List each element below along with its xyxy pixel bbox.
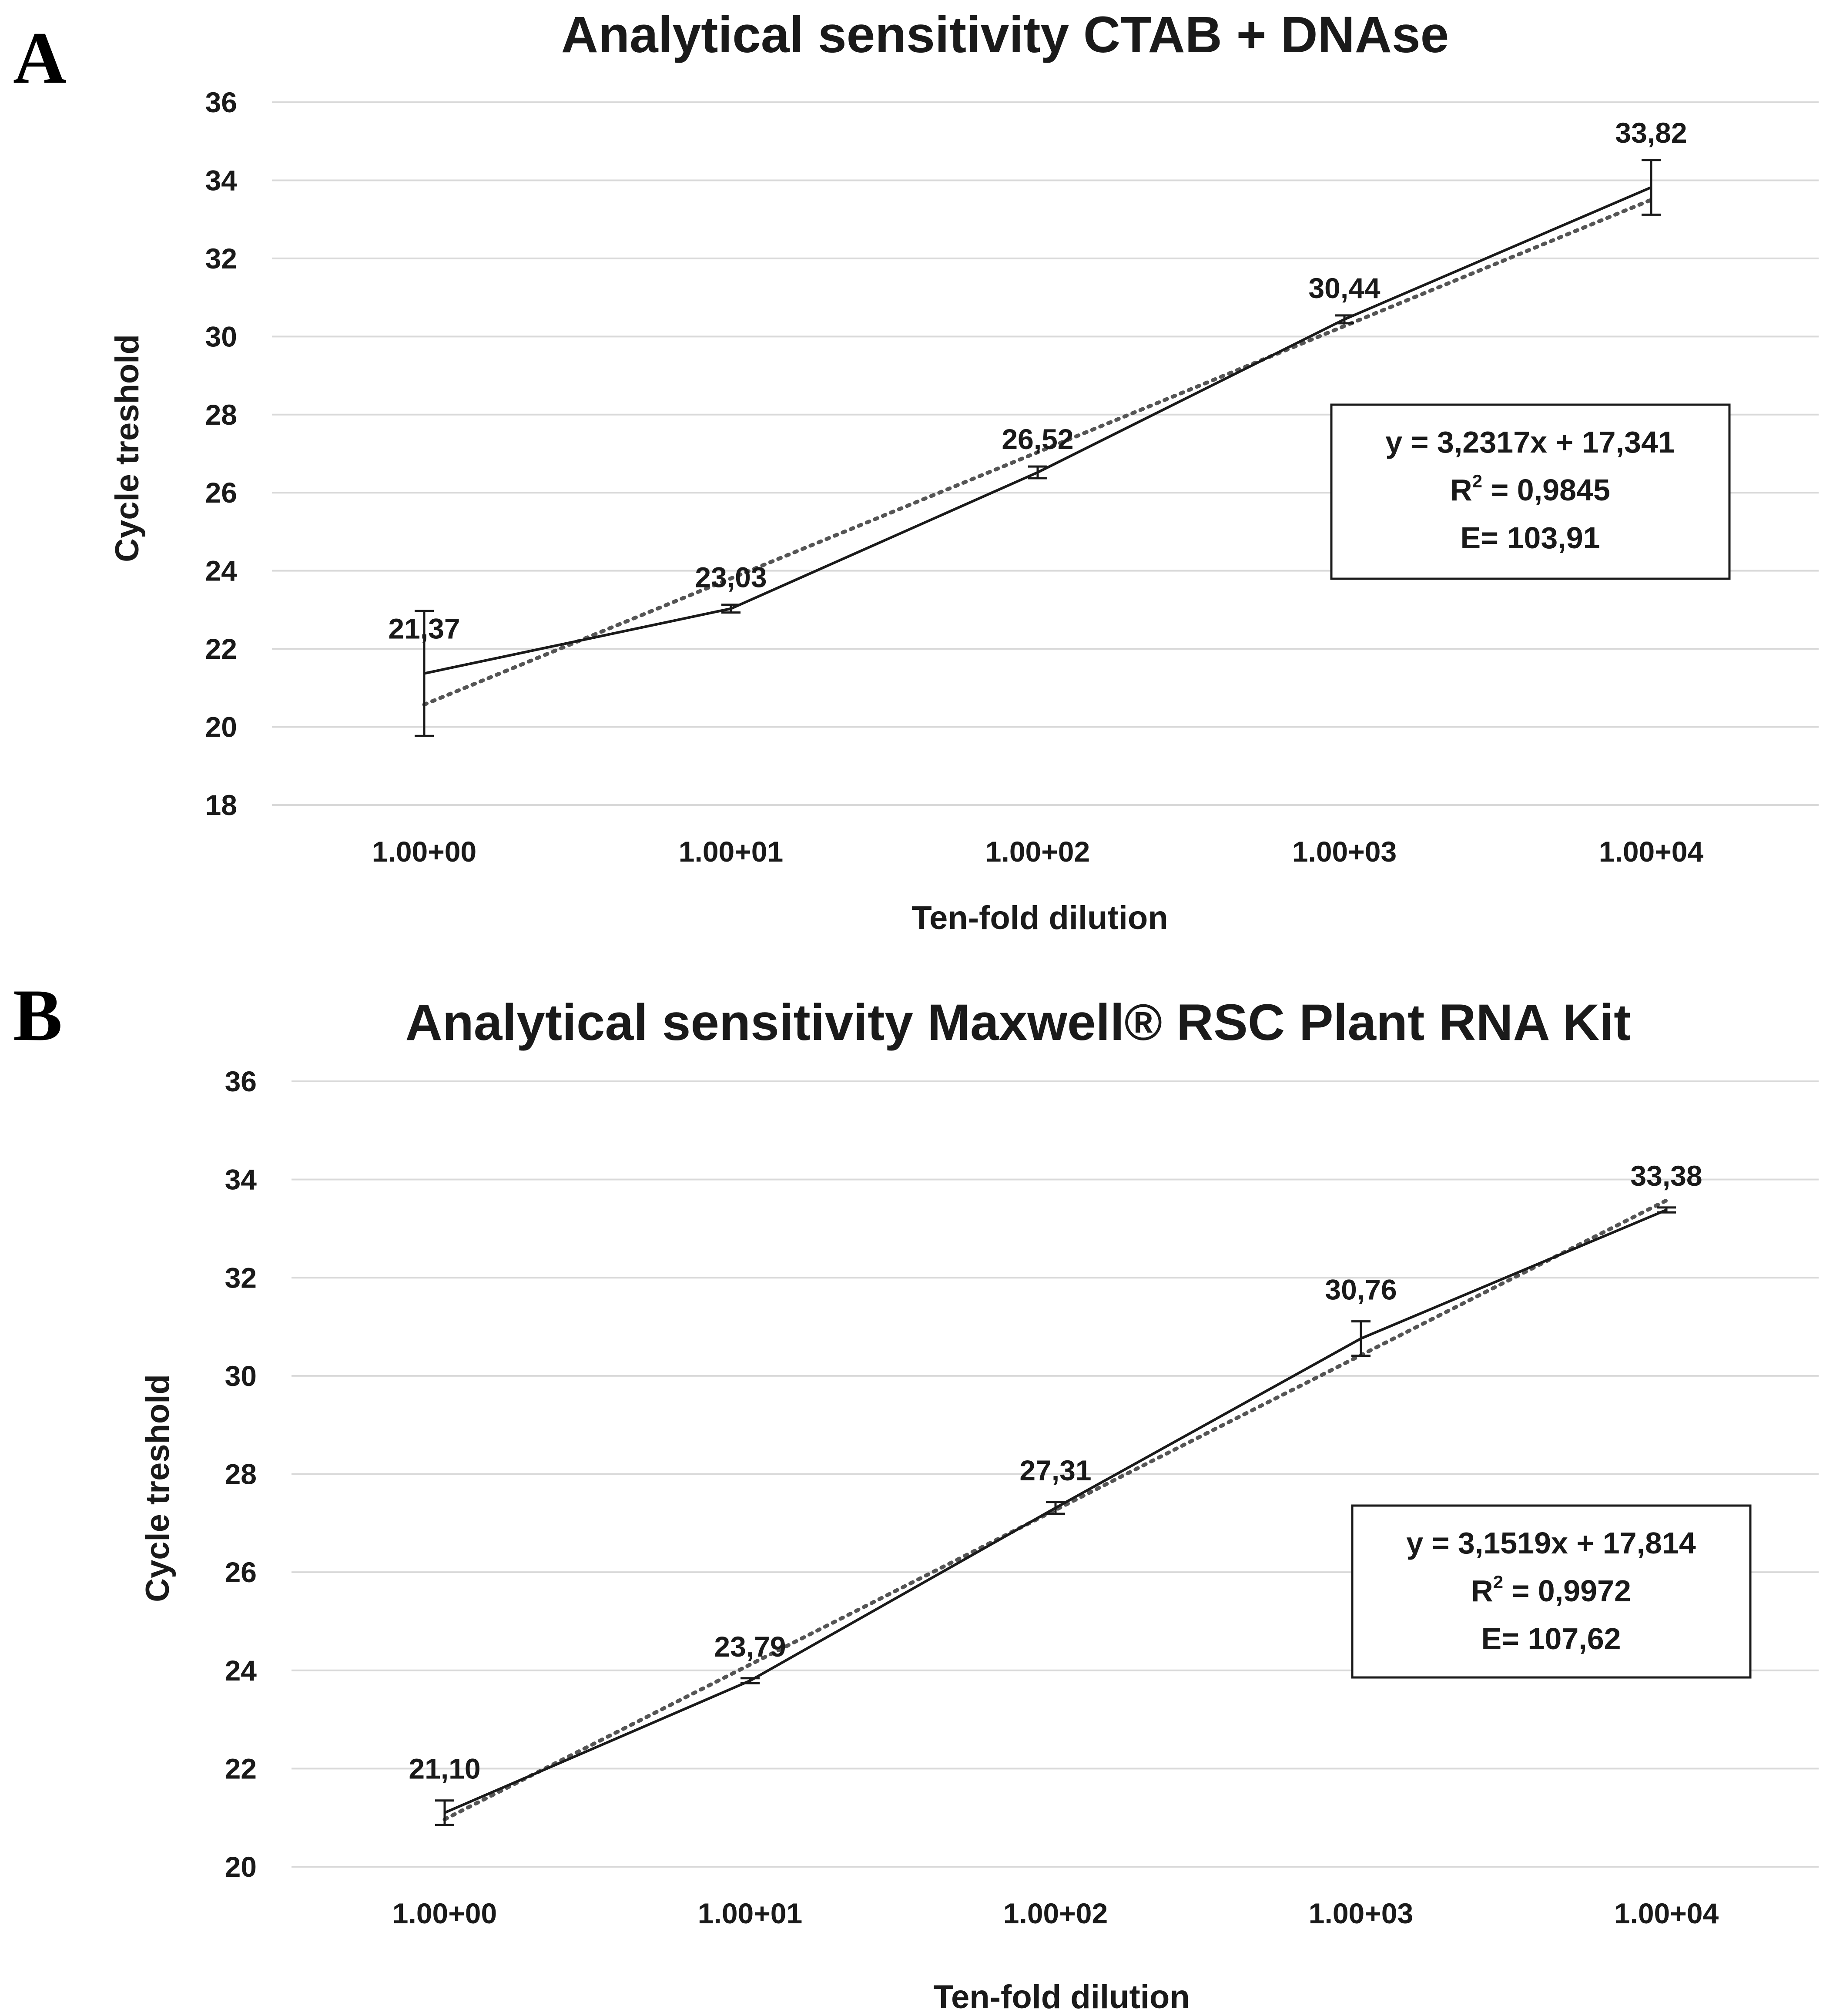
r-squared-symbol-b: R: [1471, 1574, 1493, 1608]
efficiency-a: E= 103,91: [1460, 521, 1600, 555]
error-bar-b-3: [1351, 1320, 1371, 1357]
panel-letter-b: B: [13, 974, 62, 1056]
x-axis-title-b: Ten-fold dilution: [933, 1979, 1190, 2016]
equation-a: y = 3,2317x + 17,341: [1385, 425, 1675, 459]
y-axis-title-a: Cycle treshold: [109, 334, 146, 562]
data-label-a-3: 30,44: [1308, 272, 1380, 304]
y-tick-label-b-1: 22: [225, 1752, 257, 1785]
gridlines-a: [272, 101, 1819, 806]
data-label-a-2: 26,52: [1002, 423, 1073, 455]
x-tick-label-a-2: 1.00+02: [985, 835, 1090, 868]
equation-box-b: y = 3,1519x + 17,814 R2 = 0,9972 E= 107,…: [1351, 1504, 1752, 1679]
y-tick-label-b-6: 32: [225, 1261, 257, 1294]
panel-letter-a: A: [13, 17, 67, 99]
x-ticks-a: 1.00+00 1.00+01 1.00+02 1.00+03 1.00+04: [372, 835, 1704, 868]
error-bar-b-4: [1657, 1206, 1676, 1214]
r-squared-a: R2 = 0,9845: [1450, 471, 1610, 507]
error-bar-b-1: [741, 1677, 760, 1684]
error-bar-a-4: [1642, 159, 1661, 216]
equation-box-a: y = 3,2317x + 17,341 R2 = 0,9845 E= 103,…: [1330, 403, 1731, 580]
y-tick-label-b-0: 20: [225, 1851, 257, 1883]
efficiency-b: E= 107,62: [1481, 1622, 1621, 1656]
y-tick-label-b-7: 34: [225, 1164, 257, 1196]
x-tick-label-b-2: 1.00+02: [1003, 1897, 1108, 1929]
x-ticks-b: 1.00+00 1.00+01 1.00+02 1.00+03 1.00+04: [392, 1897, 1719, 1929]
y-ticks-a: 18 20 22 24 26 28 30 32 34 36: [205, 86, 238, 821]
error-bar-a-3: [1335, 314, 1354, 325]
y-tick-label-a-7: 32: [205, 242, 237, 275]
y-tick-label-a-8: 34: [205, 164, 238, 196]
y-tick-label-b-5: 30: [225, 1360, 257, 1392]
r-squared-exponent-a: 2: [1472, 471, 1482, 491]
error-bar-b-2: [1046, 1501, 1065, 1515]
y-axis-title-b: Cycle treshold: [139, 1374, 176, 1602]
x-tick-label-a-0: 1.00+00: [372, 835, 476, 868]
y-ticks-b: 20 22 24 26 28 30 32 34 36: [225, 1065, 257, 1883]
data-labels-a: 21,37 23,03 26,52 30,44 33,82: [388, 117, 1687, 645]
x-tick-label-b-3: 1.00+03: [1309, 1897, 1413, 1929]
trendline-b: [442, 1198, 1669, 1821]
data-label-b-2: 27,31: [1019, 1454, 1091, 1486]
y-tick-label-a-3: 24: [205, 555, 238, 587]
error-bar-a-2: [1028, 465, 1047, 480]
equation-box-border-b: [1351, 1504, 1752, 1679]
error-bar-b-0: [435, 1799, 454, 1826]
chart-panel-b: B Analytical sensitivity Maxwell® RSC Pl…: [13, 974, 1819, 2016]
y-tick-label-a-9: 36: [205, 86, 237, 118]
data-label-b-4: 33,38: [1630, 1160, 1702, 1192]
data-label-b-0: 21,10: [409, 1753, 480, 1785]
y-tick-label-a-4: 26: [205, 476, 237, 509]
r-squared-symbol-a: R: [1450, 473, 1472, 507]
equation-box-border-a: [1330, 403, 1731, 580]
data-label-b-3: 30,76: [1325, 1274, 1397, 1306]
y-tick-label-b-3: 26: [225, 1556, 257, 1588]
r-squared-b: R2 = 0,9972: [1471, 1572, 1631, 1608]
gridlines-b: [292, 1080, 1819, 1868]
x-tick-label-b-0: 1.00+00: [392, 1897, 497, 1929]
x-tick-label-b-1: 1.00+01: [698, 1897, 802, 1929]
trendline-a: [422, 198, 1653, 707]
r-squared-exponent-b: 2: [1493, 1572, 1503, 1592]
chart-panel-a: A Analytical sensitivity CTAB + DNAse 18…: [13, 6, 1819, 936]
data-label-a-1: 23,03: [695, 561, 767, 594]
x-tick-label-a-3: 1.00+03: [1292, 835, 1397, 868]
x-tick-label-a-1: 1.00+01: [679, 835, 783, 868]
r-squared-value-a: = 0,9845: [1482, 473, 1610, 507]
data-label-a-4: 33,82: [1615, 117, 1687, 149]
y-tick-label-b-4: 28: [225, 1458, 257, 1490]
data-labels-b: 21,10 23,79 27,31 30,76 33,38: [409, 1160, 1702, 1785]
error-bar-a-1: [721, 604, 741, 614]
x-tick-label-b-4: 1.00+04: [1614, 1897, 1719, 1929]
data-label-b-1: 23,79: [714, 1630, 786, 1663]
x-tick-label-a-4: 1.00+04: [1599, 835, 1704, 868]
x-axis-title-a: Ten-fold dilution: [911, 899, 1168, 936]
error-bars-a: [415, 159, 1661, 737]
y-tick-label-a-0: 18: [205, 789, 237, 821]
error-bars-b: [435, 1206, 1676, 1826]
y-tick-label-a-2: 22: [205, 633, 237, 665]
data-label-a-0: 21,37: [388, 613, 460, 645]
error-bar-a-0: [415, 610, 434, 737]
y-tick-label-b-2: 24: [225, 1654, 257, 1687]
chart-title-b: Analytical sensitivity Maxwell® RSC Plan…: [405, 994, 1631, 1051]
equation-b: y = 3,1519x + 17,814: [1406, 1526, 1696, 1560]
y-tick-label-a-5: 28: [205, 399, 237, 431]
y-tick-label-b-8: 36: [225, 1065, 257, 1097]
chart-title-a: Analytical sensitivity CTAB + DNAse: [561, 6, 1449, 64]
y-tick-label-a-1: 20: [205, 711, 237, 743]
r-squared-value-b: = 0,9972: [1503, 1574, 1631, 1608]
y-tick-label-a-6: 30: [205, 320, 237, 352]
